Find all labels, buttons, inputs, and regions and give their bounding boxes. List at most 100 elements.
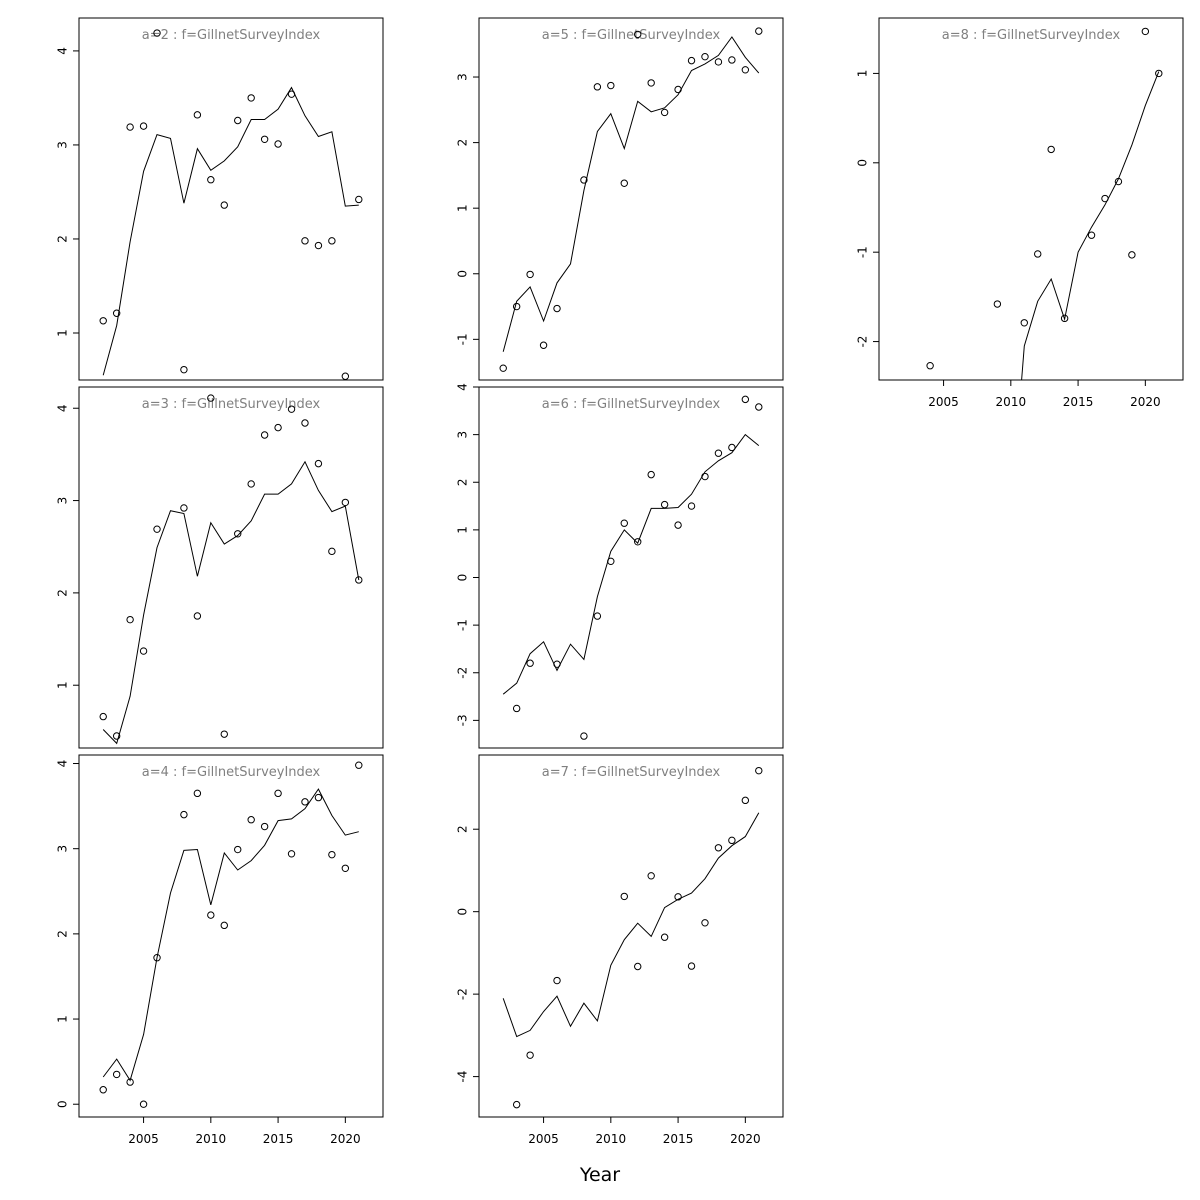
y-tick-label: 1	[56, 1015, 70, 1023]
y-tick-label: 0	[456, 270, 470, 278]
observed-point	[301, 419, 309, 427]
y-tick-label: -1	[856, 246, 870, 258]
observed-point	[99, 712, 107, 721]
fitted-line	[102, 788, 359, 1082]
panel-3: 0 1 2 3 4 2005 2010 2015 2020 a=4 : f=GillnetSurv…	[56, 754, 384, 1146]
y-tick-label: 2	[56, 235, 70, 243]
observed-point	[355, 761, 363, 769]
panel-1: 1 2 3 4 a=2 : f=GillnetSurveyIndex	[56, 17, 384, 381]
x-tick-label: 2015	[663, 1132, 694, 1146]
observed-point	[526, 659, 534, 667]
observed-point	[234, 530, 242, 538]
observed-point	[620, 179, 628, 187]
y-tick-label: 0	[456, 574, 470, 582]
observed-point	[99, 317, 107, 325]
observed-point	[634, 538, 642, 546]
observed-point	[512, 302, 521, 311]
observed-point	[701, 472, 709, 481]
x-tick-label: 2020	[330, 1132, 361, 1146]
observed-point	[647, 470, 655, 479]
y-tick-label: 2	[456, 139, 470, 147]
observed-point	[274, 789, 282, 798]
observed-point	[647, 872, 655, 880]
x-tick-label: 2015	[1063, 395, 1094, 409]
y-tick-label: 2	[56, 589, 70, 597]
y-tick-label: 3	[56, 497, 70, 505]
observed-point	[207, 176, 215, 184]
observed-point	[674, 893, 682, 901]
observed-point	[1114, 177, 1123, 186]
y-tick-label: -2	[456, 988, 470, 1000]
observed-point	[260, 822, 269, 831]
x-tick-label: 2015	[263, 1132, 294, 1146]
observed-point	[220, 201, 228, 209]
x-tick-label: 2005	[528, 1132, 559, 1146]
fitted-line	[502, 433, 760, 695]
observed-point	[328, 547, 336, 556]
observed-point	[634, 962, 642, 971]
x-tick-label: 2005	[128, 1132, 159, 1146]
y-tick-label: -2	[456, 667, 470, 679]
panel-frame	[78, 386, 384, 749]
y-tick-label: 0	[856, 159, 870, 167]
observed-point	[701, 919, 709, 927]
x-tick-label: 2020	[1130, 395, 1161, 409]
y-tick-label: -1	[456, 619, 470, 631]
observed-point	[714, 58, 723, 66]
observed-point	[1141, 27, 1150, 36]
observed-point	[341, 372, 350, 380]
observed-point	[620, 519, 628, 527]
observed-point	[728, 836, 736, 845]
observed-point	[1047, 145, 1055, 154]
panel-frame	[78, 17, 384, 381]
observed-point	[607, 557, 615, 566]
observed-point	[580, 732, 588, 740]
observed-point	[220, 730, 228, 738]
observed-point	[287, 405, 296, 413]
y-tick-label: -3	[456, 714, 470, 726]
panel-5: -3 -2 -1 0 1 2 3 4 a=6 : f=GillnetSurveyIndex	[456, 383, 784, 749]
observed-point	[112, 1070, 121, 1079]
y-tick-label: 2	[456, 825, 470, 833]
observed-point	[139, 1100, 148, 1108]
observed-point	[660, 108, 669, 117]
observed-point	[274, 423, 282, 432]
observed-point	[526, 1051, 534, 1059]
observed-point	[580, 176, 588, 184]
observed-point	[341, 864, 350, 872]
observed-point	[314, 241, 323, 250]
observed-point	[193, 612, 202, 620]
observed-point	[701, 52, 709, 61]
observed-point	[553, 976, 561, 985]
observed-point	[234, 116, 242, 125]
observed-point	[728, 56, 736, 64]
observed-point	[314, 793, 323, 802]
observed-point	[993, 300, 1002, 308]
observed-point	[755, 27, 763, 35]
panel-label: a=4 : f=GillnetSurveyIndex	[142, 765, 321, 780]
fitted-line	[502, 36, 760, 352]
observed-point	[674, 85, 682, 94]
observed-point	[220, 921, 228, 930]
x-tick-label: 2020	[730, 1132, 761, 1146]
observed-point	[687, 502, 696, 510]
observed-point	[287, 90, 296, 98]
observed-point	[660, 500, 669, 509]
y-tick-label: 1	[456, 204, 470, 212]
observed-point	[260, 431, 269, 439]
panel-frame	[478, 17, 784, 381]
y-tick-label: 2	[56, 930, 70, 938]
observed-point	[180, 365, 188, 374]
observed-point	[728, 443, 736, 452]
panel-label: a=3 : f=GillnetSurveyIndex	[142, 397, 321, 412]
observed-point	[674, 521, 682, 529]
observed-point	[112, 732, 121, 740]
observed-point	[355, 576, 363, 584]
y-tick-label: -1	[456, 333, 470, 345]
observed-point	[126, 615, 134, 624]
y-tick-label: 3	[56, 141, 70, 149]
observed-point	[593, 612, 602, 620]
y-tick-label: 0	[456, 908, 470, 916]
panel-6: -4 -2 0 2 2005 2010 2015 2020 a=7 : f=GillnetSur…	[456, 754, 784, 1146]
